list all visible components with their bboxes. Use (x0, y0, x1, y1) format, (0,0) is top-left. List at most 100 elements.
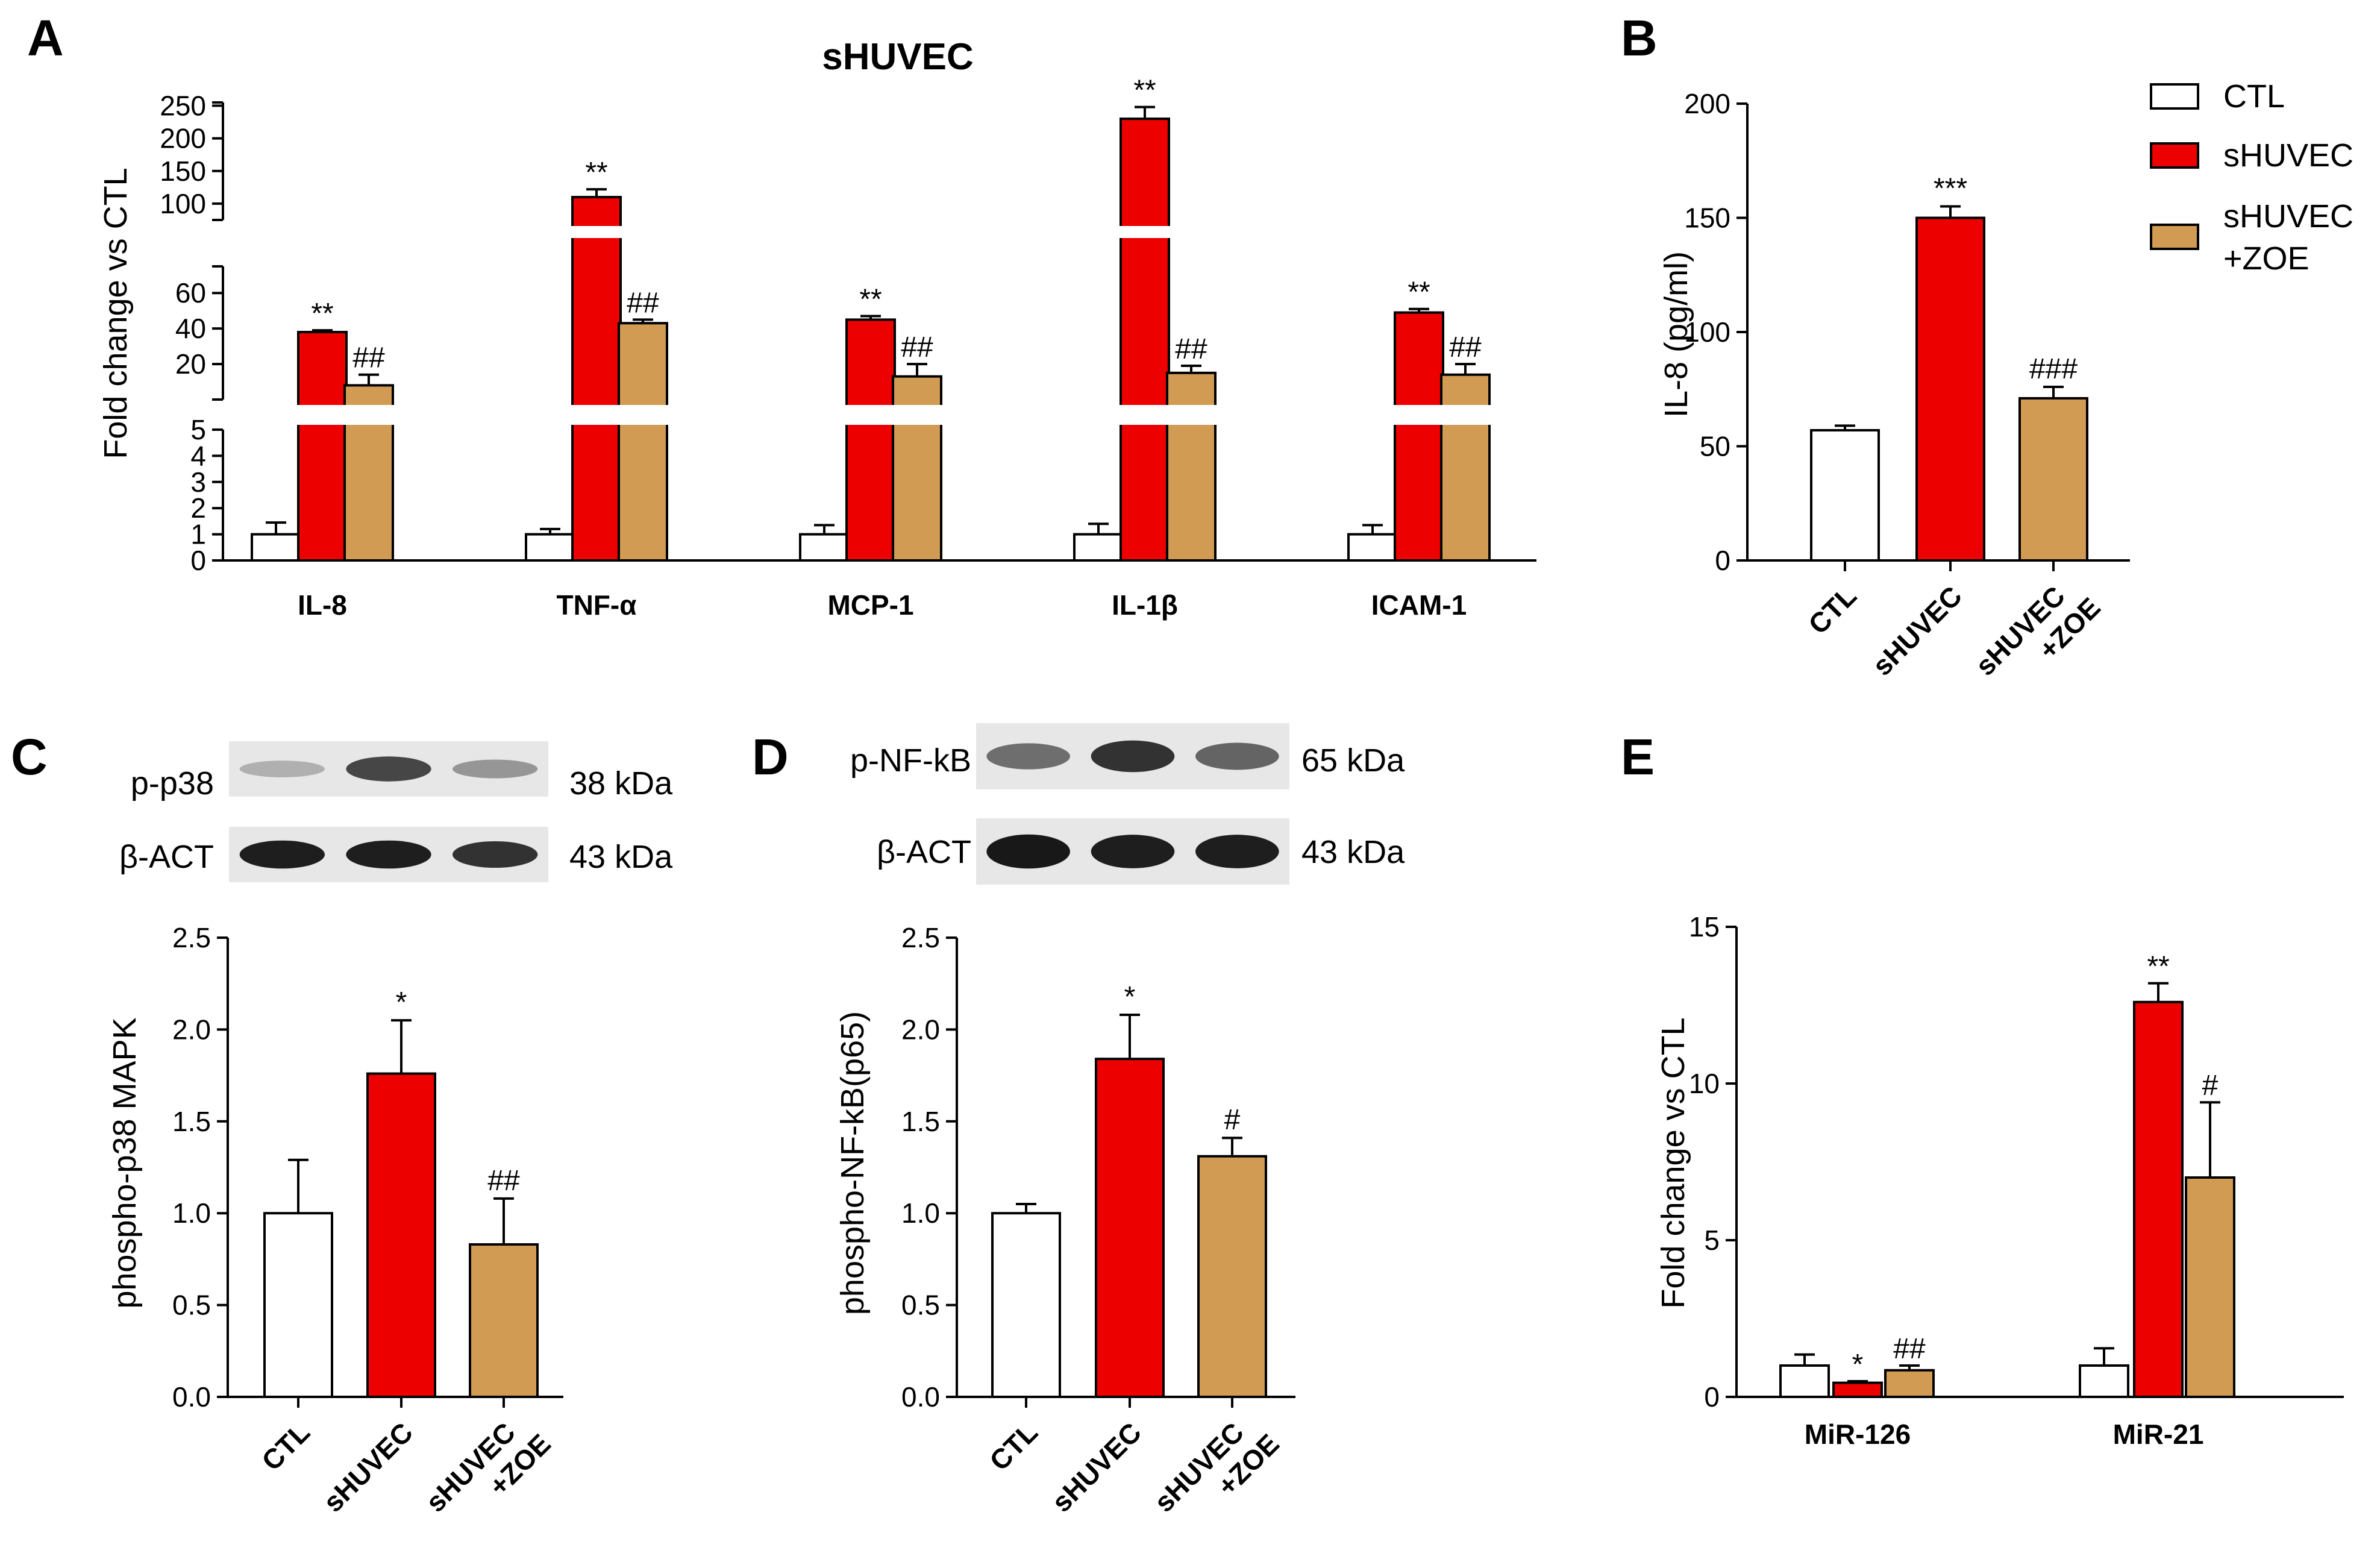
x-category-label: MiR-21 (2113, 1419, 2204, 1450)
legend-swatch-shuvec (2150, 142, 2199, 169)
y-tick-label: 60 (175, 277, 206, 309)
y-tick-label: 0 (190, 545, 206, 576)
panel-c-ylabel: phospho-p38 MAPK (107, 1017, 143, 1308)
x-tick-label: sHUVEC (1045, 1416, 1147, 1518)
blot-band (1091, 835, 1175, 868)
bar-tnf--2 (618, 322, 668, 562)
x-category-label: IL-8 (298, 589, 347, 621)
y-tick-label: 0.5 (172, 1290, 211, 1321)
blot-band (346, 840, 431, 869)
y-tick-label: 200 (160, 123, 206, 154)
y-tick-label: 0 (1704, 1381, 1720, 1413)
bar-il-8-1 (297, 331, 348, 562)
legend-label-shuvec: sHUVEC (2223, 137, 2353, 174)
y-tick-label: 20 (175, 348, 206, 380)
significance-label: ## (1893, 1333, 1926, 1365)
blot-band (453, 841, 538, 868)
panel-letter-d: D (752, 729, 789, 785)
y-tick-label: 100 (1684, 316, 1730, 348)
panel-b-ylabel: IL-8 (pg/ml) (1658, 251, 1694, 418)
significance-label: ## (1175, 333, 1207, 365)
y-tick-label: 2.5 (172, 922, 211, 953)
bar-mcp-1-1 (845, 318, 896, 562)
x-tick-label: sHUVEC+ZOE (1969, 568, 2106, 705)
bar-tnf--1 (571, 196, 622, 562)
bar-il-8-0 (251, 533, 301, 562)
x-category-label: ICAM-1 (1371, 589, 1467, 621)
bar-ctl (991, 1212, 1061, 1398)
x-category-label: TNF-α (556, 589, 636, 621)
bar-mcp-1-0 (799, 533, 850, 562)
y-tick-label: 4 (190, 440, 206, 471)
blot-d: p-NF-kB 65 kDa β-ACT 43 kDa (850, 723, 1405, 885)
axis-break-gap (205, 226, 1536, 238)
y-tick-label: 1.0 (172, 1197, 211, 1229)
significance-label: ** (859, 284, 882, 316)
blot-c: p-p38 38 kDa β-ACT 43 kDa (119, 741, 673, 882)
y-tick-label: 2.0 (172, 1014, 211, 1045)
y-tick-label: 1 (190, 519, 206, 550)
y-tick-label: 3 (190, 466, 206, 498)
significance-label: ## (352, 342, 385, 374)
bar-shuvec (1095, 1058, 1165, 1398)
y-tick-label: 5 (190, 414, 206, 445)
bar-shuvec (366, 1072, 436, 1398)
bar-mir-126-2 (1884, 1369, 1935, 1399)
y-tick-label: 250 (160, 90, 206, 121)
axis-break-gap (205, 405, 1536, 425)
bar-mir-126-0 (1779, 1364, 1830, 1398)
blot-d-row2-kda: 43 kDa (1301, 834, 1405, 870)
significance-label: * (1124, 981, 1136, 1013)
significance-label: ** (311, 298, 333, 330)
x-tick-label: sHUVEC (1866, 580, 1968, 682)
bar-shuvec-zoe (2018, 397, 2088, 562)
bar-mir-21-1 (2133, 1000, 2184, 1399)
blot-band (1091, 740, 1175, 773)
bar-mir-126-1 (1832, 1381, 1883, 1399)
bar-tnf--0 (525, 533, 575, 562)
significance-label: ** (1408, 277, 1430, 309)
legend: CTL sHUVEC sHUVEC +ZOE (2150, 78, 2353, 277)
blot-band (346, 756, 431, 782)
x-tick-label-line: sHUVEC (1045, 1416, 1147, 1518)
significance-label: ### (2029, 353, 2078, 385)
x-tick-label-line: sHUVEC (1866, 580, 1968, 682)
bar-shuvec (1915, 216, 1985, 562)
panel-letter-e: E (1621, 729, 1655, 785)
significance-label: ** (585, 157, 607, 189)
x-tick-label-line: CTL (255, 1416, 316, 1476)
y-tick-label: 40 (175, 313, 206, 344)
bar-ctl (1810, 428, 1880, 562)
chart-d: 0.0 0.5 1.0 1.5 2.0 2.5 CTL * sHUVEC # sHUVEC+ZOE (901, 922, 1295, 1542)
bar-ctl (263, 1212, 333, 1398)
x-tick-label: sHUVEC+ZOE (1148, 1405, 1285, 1542)
blot-band (239, 840, 325, 869)
panel-e-ylabel: Fold change vs CTL (1655, 1017, 1691, 1308)
blot-band (239, 761, 325, 777)
blot-band (1195, 742, 1279, 770)
legend-label-ctl: CTL (2223, 78, 2285, 114)
y-tick-label: 10 (1689, 1068, 1720, 1099)
significance-label: ## (627, 287, 659, 319)
bar-il-1--2 (1166, 371, 1217, 562)
y-tick-label: 1.5 (172, 1106, 211, 1137)
x-tick-label-line: CTL (983, 1416, 1044, 1476)
chart-b: 0 50 100 150 200 CTL *** sHUVEC ### sHUVEC+ZOE (1684, 88, 2130, 705)
bar-shuvec-zoe (1197, 1155, 1267, 1399)
y-tick-label: 0 (1715, 545, 1730, 576)
x-tick-label: CTL (255, 1416, 316, 1476)
x-tick-label: CTL (983, 1416, 1044, 1476)
blot-band (453, 759, 538, 779)
bar-icam-1-0 (1347, 533, 1398, 562)
blot-c-row2-kda: 43 kDa (569, 839, 673, 875)
x-category-label: MCP-1 (827, 589, 913, 621)
significance-label: * (396, 986, 407, 1018)
significance-label: ## (487, 1165, 520, 1197)
significance-label: * (1852, 1349, 1864, 1381)
panel-a-title: sHUVEC (822, 36, 974, 78)
blot-band (986, 834, 1070, 869)
significance-label: *** (1934, 173, 1967, 205)
legend-label-zoe-line2: +ZOE (2223, 240, 2310, 277)
y-tick-label: 0.0 (172, 1381, 211, 1413)
